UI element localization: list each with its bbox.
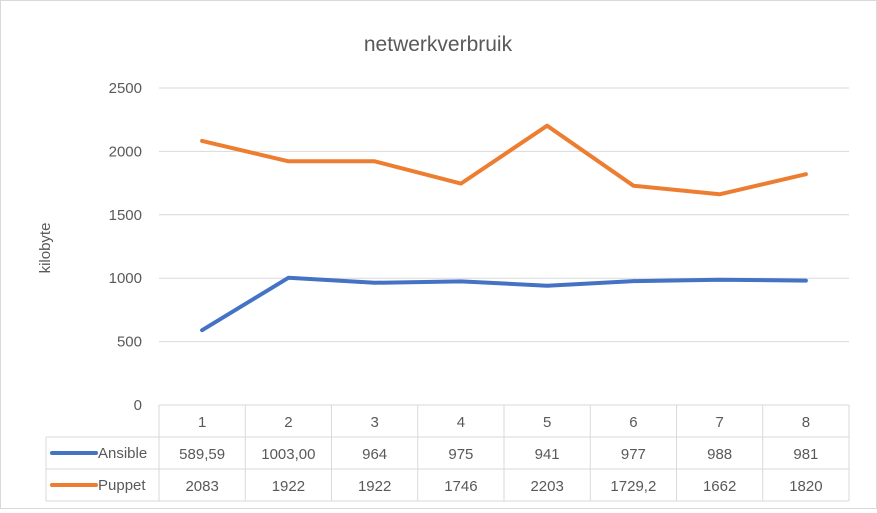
category-label: 5 xyxy=(543,414,551,431)
category-label: 1 xyxy=(198,414,206,431)
category-label: 8 xyxy=(802,414,810,431)
data-table-cell: 2083 xyxy=(185,478,218,495)
data-table-cell: 1746 xyxy=(444,478,477,495)
data-table-cell: 589,59 xyxy=(179,446,225,463)
data-table-cell: 1922 xyxy=(358,478,391,495)
category-label: 2 xyxy=(284,414,292,431)
legend-entry: Puppet xyxy=(98,477,146,494)
category-label: 4 xyxy=(457,414,465,431)
data-table-cell: 975 xyxy=(448,446,473,463)
data-table-cell: 1729,2 xyxy=(610,478,656,495)
series-line-puppet xyxy=(200,123,808,197)
data-table-cell: 941 xyxy=(535,446,560,463)
y-tick-label: 1000 xyxy=(109,270,142,287)
y-tick-label: 2500 xyxy=(109,80,142,97)
data-table-cell: 2203 xyxy=(530,478,563,495)
data-table-cell: 988 xyxy=(707,446,732,463)
chart-title: netwerkverbruik xyxy=(364,33,513,56)
y-tick-label: 0 xyxy=(134,397,142,414)
y-tick-label: 2000 xyxy=(109,143,142,160)
category-label: 3 xyxy=(370,414,378,431)
series-lines xyxy=(200,123,808,333)
y-tick-label: 1500 xyxy=(109,207,142,224)
data-table-cell: 1820 xyxy=(789,478,822,495)
data-table-cell: 1922 xyxy=(272,478,305,495)
series-line-ansible xyxy=(200,275,808,333)
data-table-cell: 1662 xyxy=(703,478,736,495)
data-table-cell: 981 xyxy=(793,446,818,463)
y-axis-label: kilobyte xyxy=(37,223,54,274)
data-table-cell: 977 xyxy=(621,446,646,463)
gridlines xyxy=(159,87,849,343)
y-axis-ticks: 0 500 1000 1500 2000 2500 xyxy=(109,80,142,414)
data-table-cell: 964 xyxy=(362,446,387,463)
data-table: 1 2 3 4 5 6 7 8 Ansible 589,59 1003,00 964 975 941 977… xyxy=(45,404,850,502)
category-label: 6 xyxy=(629,414,637,431)
category-label: 7 xyxy=(715,414,723,431)
y-tick-label: 500 xyxy=(117,334,142,351)
data-table-cell: 1003,00 xyxy=(261,446,315,463)
legend-entry: Ansible xyxy=(98,445,147,462)
